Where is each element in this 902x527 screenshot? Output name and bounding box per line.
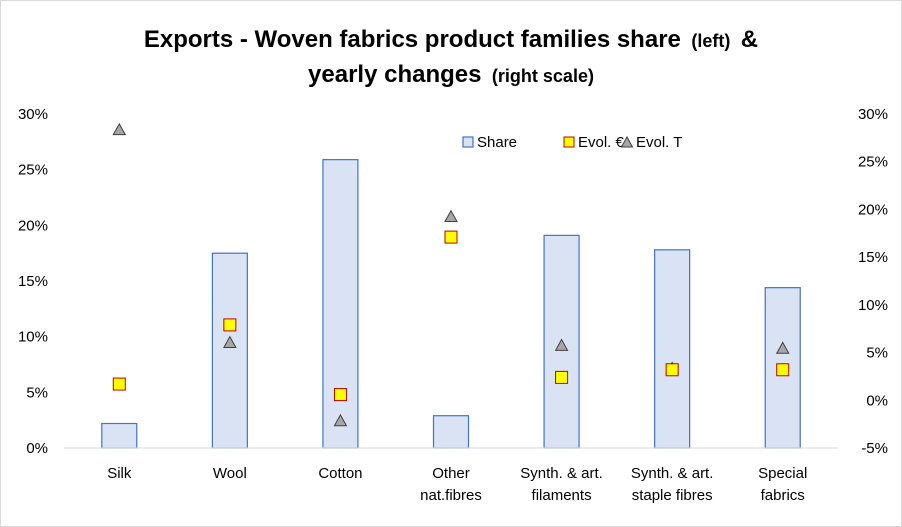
evol-t-marker: [444, 209, 458, 223]
right-tick-label: 20%: [858, 201, 888, 218]
category-label-line: fabrics: [761, 487, 805, 504]
right-tick-label: 10%: [858, 297, 888, 314]
category-label: Synth. & art. filaments: [520, 465, 603, 504]
right-tick-label: 25%: [858, 154, 888, 171]
right-tick-label: 15%: [858, 249, 888, 266]
title-right-note: (right scale): [492, 66, 594, 86]
marker-series: [112, 122, 790, 427]
evol-t-marker: [112, 122, 127, 136]
category-label-line: Synth. & art.: [520, 465, 603, 482]
right-tick-label: 30%: [858, 106, 888, 123]
title-ampersand: &: [741, 26, 758, 53]
evol-eur-marker: [444, 230, 458, 244]
share-bar: [322, 159, 359, 449]
title-left-note: (left): [691, 31, 730, 51]
left-tick-label: 30%: [18, 106, 48, 123]
legend-label: Evol. €: [578, 134, 625, 151]
category-label: Synth. & art. staple fibres: [631, 465, 714, 504]
category-label-line: Cotton: [318, 465, 362, 482]
evol-t-marker: [223, 335, 237, 348]
evol-eur-marker: [112, 377, 126, 391]
category-label-line: filaments: [532, 487, 592, 504]
share-bar: [101, 422, 138, 449]
share-bar: [211, 252, 248, 449]
title-main-text: Exports - Woven fabrics product families…: [144, 26, 681, 53]
evol-eur-marker: [776, 363, 790, 377]
evol-eur-marker: [555, 370, 569, 384]
category-label-line: Special: [758, 465, 807, 482]
legend: Share Evol. € Evol. T: [462, 134, 682, 151]
evol-t-marker: [333, 413, 348, 427]
evol-t-marker: [775, 341, 790, 354]
right-tick-label: 0%: [866, 392, 888, 409]
category-label: Special fabrics: [758, 465, 807, 504]
chart-title-line1: Exports - Woven fabrics product families…: [144, 26, 758, 53]
evol-eur-marker: [223, 318, 237, 332]
legend-label: Share: [477, 134, 517, 151]
chart-title-line2: yearly changes (right scale): [308, 61, 594, 88]
category-label-line: Wool: [213, 465, 247, 482]
legend-evol-t-swatch: [620, 136, 634, 148]
left-tick-label: 15%: [18, 273, 48, 290]
left-tick-label: 25%: [18, 162, 48, 179]
category-label-line: Synth. & art.: [631, 465, 714, 482]
category-labels: Silk Wool Cotton Other nat.fibres Synth. & ar…: [107, 465, 807, 504]
share-bar: [432, 415, 470, 449]
left-tick-label: 10%: [18, 329, 48, 346]
legend-evol-eur-swatch: [563, 136, 575, 148]
category-label-line: Silk: [107, 465, 132, 482]
legend-label: Evol. T: [636, 134, 682, 151]
category-label: Cotton: [318, 465, 362, 482]
left-tick-label: 5%: [26, 384, 48, 401]
category-label-line: nat.fibres: [420, 487, 482, 504]
legend-share-swatch: [462, 136, 474, 148]
evol-eur-marker: [665, 363, 679, 377]
evol-eur-marker: [333, 388, 347, 402]
category-label: Silk: [107, 465, 132, 482]
left-tick-label: 20%: [18, 217, 48, 234]
category-label: Wool: [213, 465, 247, 482]
left-axis-ticks: 0% 5% 10% 15% 20% 25% 30%: [18, 106, 48, 457]
evol-t-marker: [554, 338, 569, 351]
category-label-line: Other: [432, 465, 470, 482]
right-tick-label: -5%: [861, 440, 888, 457]
title-yearly-text: yearly changes: [308, 61, 481, 88]
category-label-line: staple fibres: [632, 487, 713, 504]
bar-series: [101, 159, 801, 449]
right-tick-label: 5%: [866, 345, 888, 362]
left-tick-label: 0%: [26, 440, 48, 457]
category-label: Other nat.fibres: [420, 465, 482, 504]
share-bar: [654, 249, 691, 449]
right-axis-ticks: -5% 0% 5% 10% 15% 20% 25% 30%: [858, 106, 888, 457]
